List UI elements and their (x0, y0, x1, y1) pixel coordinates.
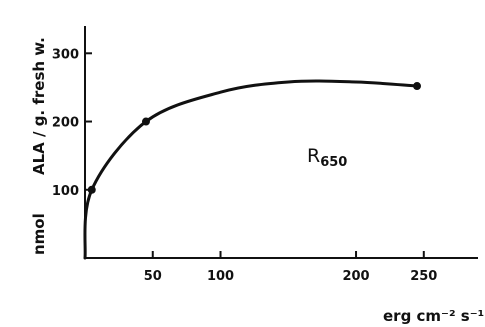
annotation-main: R (307, 145, 320, 167)
x-tick-label: 100 (207, 269, 234, 284)
x-axis-label: erg cm⁻² s⁻¹ (383, 307, 484, 325)
y-tick-label: 100 (52, 184, 79, 199)
data-curve (83, 79, 419, 260)
x-tick-label: 250 (410, 269, 437, 284)
x-ticks: 50 100 200 250 (144, 251, 437, 284)
y-ticks: 100 200 300 (52, 47, 92, 199)
data-point-marker (87, 185, 96, 194)
y-axis-label: ALA / g. fresh w. (30, 37, 48, 175)
y-axis-unit-label: nmol (30, 213, 48, 255)
y-tick-label: 300 (52, 47, 79, 62)
y-tick-label: 200 (52, 116, 79, 131)
data-markers (87, 82, 422, 194)
annotation-r650: R650 (307, 145, 347, 170)
x-tick-label: 200 (342, 269, 369, 284)
data-point-marker (141, 117, 150, 126)
annotation-subscript: 650 (320, 155, 347, 170)
data-point-marker (413, 82, 422, 91)
x-tick-label: 50 (144, 269, 162, 284)
